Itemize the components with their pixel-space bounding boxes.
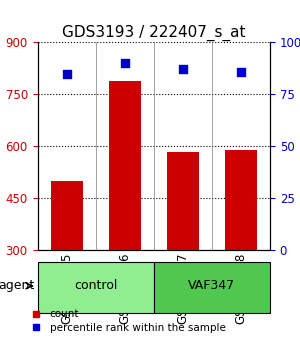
- Title: GDS3193 / 222407_s_at: GDS3193 / 222407_s_at: [62, 25, 245, 41]
- FancyBboxPatch shape: [154, 262, 270, 313]
- Point: [64, 71, 69, 76]
- Bar: [51, 181, 82, 250]
- Point: [238, 69, 243, 74]
- Text: VAF347: VAF347: [188, 279, 236, 292]
- Bar: [225, 150, 257, 250]
- Legend: count, percentile rank within the sample: count, percentile rank within the sample: [31, 309, 226, 332]
- Bar: [167, 152, 199, 250]
- FancyBboxPatch shape: [38, 262, 154, 313]
- Bar: [109, 81, 141, 250]
- Text: agent: agent: [0, 279, 34, 292]
- Point: [122, 61, 127, 66]
- Point: [180, 67, 185, 72]
- Text: control: control: [74, 279, 117, 292]
